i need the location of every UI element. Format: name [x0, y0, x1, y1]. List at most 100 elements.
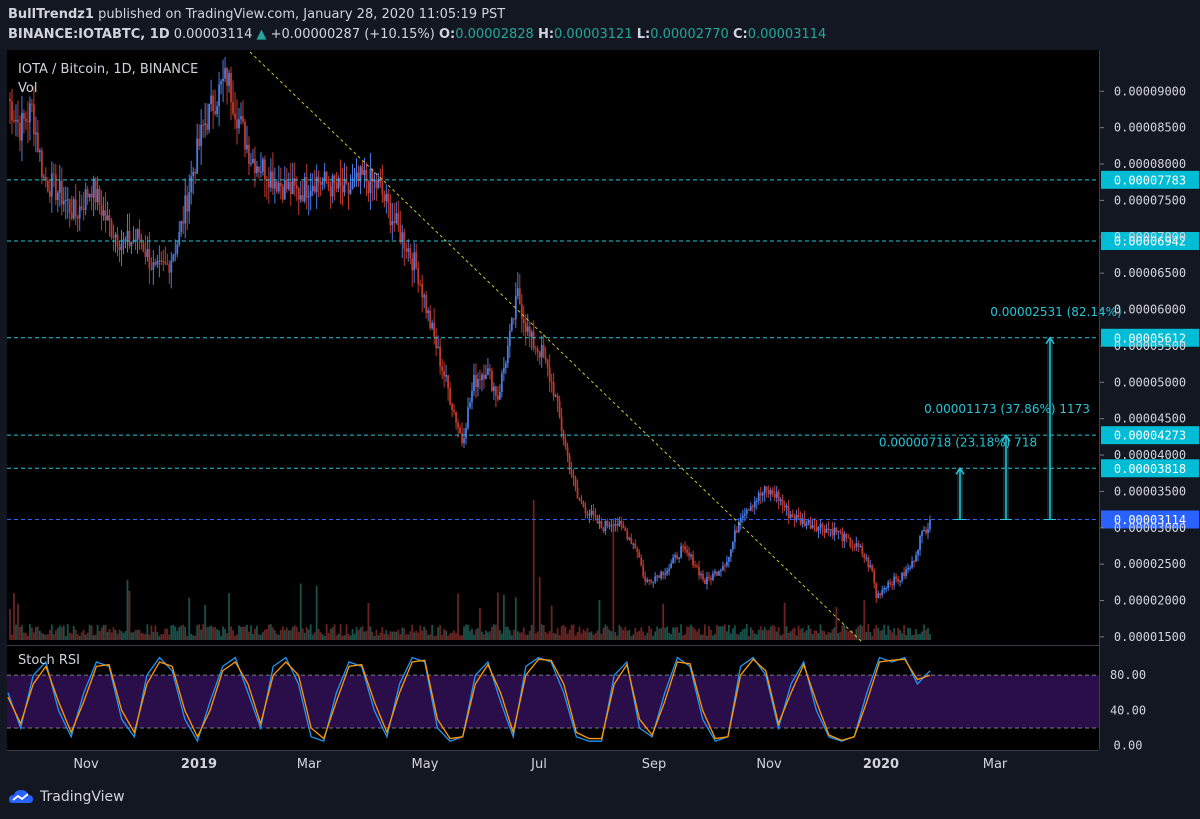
volume-bar	[110, 632, 113, 640]
volume-bar	[9, 609, 11, 640]
candle-body	[100, 204, 103, 216]
volume-bar	[283, 630, 286, 640]
rsi-line-k	[7, 656, 931, 743]
volume-bar	[747, 635, 750, 640]
volume-bar	[289, 630, 292, 640]
candle-body	[684, 546, 686, 550]
volume-bar	[692, 626, 694, 640]
candle-body	[258, 166, 260, 172]
volume-bar	[881, 629, 884, 640]
volume-bar	[483, 634, 485, 640]
candle-body	[411, 258, 414, 271]
x-tick-label: Jul	[530, 757, 547, 772]
chart-svg[interactable]: 0.00007783 0.00006942 0.00005612 0.00004273…	[0, 0, 1200, 780]
candle-body	[498, 391, 501, 400]
tradingview-logo[interactable]: TradingView	[8, 788, 125, 806]
measure-label: 0.00001173 (37.86%) 1173	[924, 402, 1090, 416]
volume-bar	[122, 632, 125, 640]
candle-body	[323, 171, 326, 182]
volume-bar	[831, 629, 834, 640]
candle-body	[341, 185, 344, 193]
volume-bar	[684, 634, 686, 640]
candle-body	[321, 181, 324, 185]
candle-body	[17, 119, 19, 123]
candle-body	[309, 191, 312, 197]
volume-bar	[64, 635, 67, 640]
candle-body	[909, 567, 911, 569]
candle-body	[86, 189, 89, 198]
candle-body	[660, 571, 663, 579]
candle-body	[510, 318, 513, 331]
volume-bar	[857, 626, 860, 640]
candle-body	[895, 576, 898, 579]
candle-body	[48, 191, 51, 197]
volume-bar	[566, 633, 569, 640]
candle-body	[252, 158, 254, 164]
volume-bar	[873, 628, 876, 640]
volume-bar	[556, 628, 559, 640]
candle-body	[301, 195, 304, 202]
volume-bar	[150, 625, 153, 640]
volume-bar	[809, 628, 812, 640]
candle-body	[108, 215, 111, 221]
level-price-text: 0.00006942	[1114, 235, 1186, 249]
volume-bar	[668, 632, 671, 640]
candle-body	[421, 284, 424, 298]
candle-body	[723, 565, 726, 567]
volume-bar	[614, 632, 617, 640]
volume-bar	[321, 634, 324, 640]
volume-bar	[698, 628, 700, 640]
candle-body	[883, 588, 886, 591]
footer-bar	[0, 780, 1200, 819]
volume-bar	[387, 634, 390, 640]
author-name[interactable]: BullTrendz1	[8, 7, 94, 22]
volume-bar	[704, 624, 706, 640]
candle-body	[491, 370, 493, 391]
volume-bar	[48, 629, 51, 640]
volume-bar	[353, 633, 356, 640]
x-tick-label: Mar	[297, 757, 322, 772]
candle-body	[706, 576, 708, 584]
volume-bar	[216, 629, 218, 640]
volume-bar	[461, 635, 463, 640]
candle-body	[801, 518, 804, 524]
volume-bar	[44, 634, 47, 640]
volume-bar	[915, 628, 917, 640]
candle-body	[520, 304, 523, 319]
stoch-rsi-label: Stoch RSI	[18, 653, 80, 668]
open-label: O:	[438, 27, 456, 42]
volume-bar	[558, 635, 561, 640]
volume-bar	[80, 632, 83, 640]
candle-body	[293, 178, 296, 186]
volume-bar	[919, 633, 921, 640]
candle-body	[556, 395, 559, 402]
volume-bar	[441, 634, 444, 640]
volume-bar	[401, 627, 404, 640]
candle-body	[178, 232, 181, 245]
candle-body	[831, 529, 834, 536]
candle-body	[473, 375, 475, 392]
candle-body	[305, 177, 308, 198]
volume-bar	[84, 634, 87, 640]
level-price-text: 0.00005612	[1114, 331, 1186, 345]
volume-bar	[580, 633, 583, 640]
candle-body	[622, 524, 625, 529]
volume-bar	[160, 634, 163, 640]
volume-bar	[355, 627, 358, 640]
volume-bar	[46, 634, 49, 640]
candle-body	[427, 310, 430, 313]
volume-bar	[261, 632, 264, 640]
volume-bar	[445, 630, 447, 640]
candle-body	[373, 179, 376, 182]
candle-body	[25, 118, 27, 122]
y-tick-label: 0.00005500	[1114, 339, 1186, 353]
candle-body	[401, 232, 404, 243]
volume-bar	[602, 627, 605, 640]
volume-bar	[815, 630, 818, 640]
volume-bar	[443, 628, 446, 640]
candle-body	[106, 215, 109, 221]
x-tick-label: Nov	[73, 757, 99, 772]
candle-body	[357, 172, 360, 181]
candle-body	[140, 238, 143, 243]
volume-bar	[92, 635, 95, 640]
